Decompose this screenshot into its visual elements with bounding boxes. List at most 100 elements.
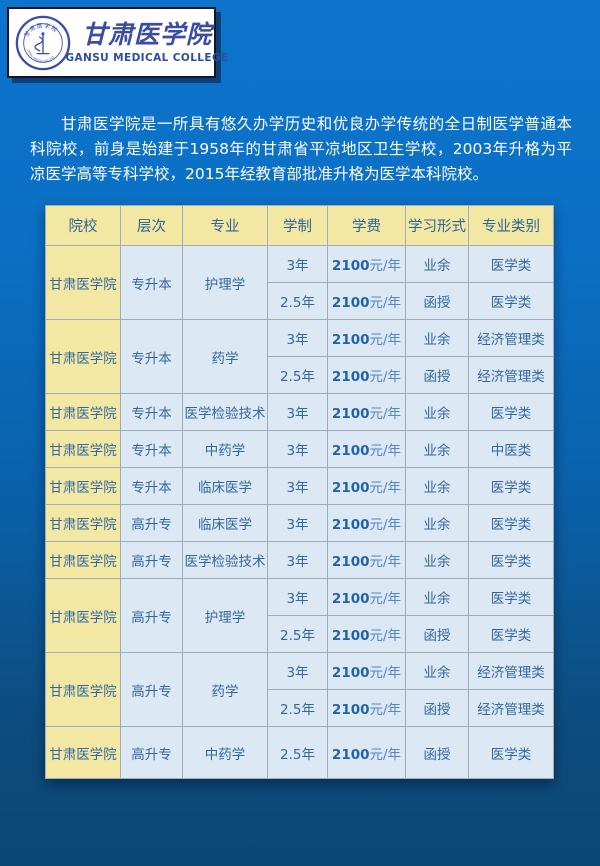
duration-cell: 3年 xyxy=(267,578,328,616)
duration-cell: 3年 xyxy=(267,541,328,579)
tuition-cell: 2100元/年 xyxy=(327,430,406,468)
column-header: 学费 xyxy=(327,205,406,246)
college-seal-icon: 甘肃医学院 GANSU MEDICAL COLLEGE xyxy=(15,15,71,70)
table-row: 2.5年 2100元/年 函授 医学类 xyxy=(46,615,554,653)
duration-cell: 2.5年 xyxy=(267,356,328,394)
tuition-cell: 2100元/年 xyxy=(327,504,406,542)
level-cell: 高升专 xyxy=(120,726,183,779)
major-cell: 药学 xyxy=(182,319,268,394)
study-format-cell: 函授 xyxy=(405,615,469,653)
tuition-cell: 2100元/年 xyxy=(327,282,406,320)
college-logo-box: 甘肃医学院 GANSU MEDICAL COLLEGE 甘肃医学院 GANSU … xyxy=(7,7,228,78)
study-format-cell: 业余 xyxy=(405,319,469,357)
study-format-cell: 业余 xyxy=(405,430,469,468)
table-row: 甘肃医学院 专升本 护理学 3年 2100元/年 业余 医学类 xyxy=(45,245,554,320)
duration-cell: 2.5年 xyxy=(267,726,328,779)
level-cell: 专升本 xyxy=(120,393,183,431)
tuition-cell: 2100元/年 xyxy=(327,245,406,283)
major-cell: 中药学 xyxy=(182,726,268,779)
table-row: 甘肃医学院 专升本 医学检验技术 3年 2100元/年 业余 医学类 xyxy=(45,393,554,431)
column-header: 专业类别 xyxy=(468,205,554,246)
level-cell: 专升本 xyxy=(120,245,183,320)
column-header: 专业 xyxy=(182,205,268,246)
tuition-cell: 2100元/年 xyxy=(327,689,406,727)
college-cell: 甘肃医学院 xyxy=(45,393,121,431)
duration-cell: 2.5年 xyxy=(267,615,328,653)
column-header: 院校 xyxy=(45,205,121,246)
study-format-cell: 业余 xyxy=(405,652,469,690)
study-format-cell: 业余 xyxy=(405,393,469,431)
duration-cell: 3年 xyxy=(267,319,328,357)
category-cell: 经济管理类 xyxy=(468,319,554,357)
programs-table: 院校 层次 专业 学制 学费 学习形式 专业类别 甘肃医学院 专升本 护理学 3年 2100元/年业… xyxy=(45,205,554,779)
duration-cell: 3年 xyxy=(267,393,328,431)
duration-cell: 2.5年 xyxy=(267,282,328,320)
category-cell: 医学类 xyxy=(468,578,554,616)
tuition-cell: 2100元/年 xyxy=(327,652,406,690)
college-cell: 甘肃医学院 xyxy=(45,726,121,779)
table-row: 甘肃医学院 专升本 中药学 3年 2100元/年 业余 中医类 xyxy=(45,430,554,468)
college-cell: 甘肃医学院 xyxy=(45,541,121,579)
college-cell: 甘肃医学院 xyxy=(45,319,121,394)
study-format-cell: 函授 xyxy=(405,282,469,320)
major-cell: 医学检验技术 xyxy=(182,393,268,431)
duration-cell: 3年 xyxy=(267,245,328,283)
tuition-cell: 2100元/年 xyxy=(327,356,406,394)
level-cell: 高升专 xyxy=(120,652,183,727)
duration-cell: 3年 xyxy=(267,504,328,542)
table-row: 甘肃医学院 高升专 药学 3年 2100元/年 业余 经济管理类 xyxy=(45,652,554,727)
college-cell: 甘肃医学院 xyxy=(45,245,121,320)
study-format-cell: 函授 xyxy=(405,356,469,394)
table-row: 2.5年 2100元/年 函授 经济管理类 xyxy=(46,356,554,394)
tuition-cell: 2100元/年 xyxy=(327,726,406,779)
category-cell: 经济管理类 xyxy=(468,356,554,394)
study-format-cell: 函授 xyxy=(405,689,469,727)
major-cell: 护理学 xyxy=(182,245,268,320)
major-cell: 医学检验技术 xyxy=(182,541,268,579)
tuition-cell: 2100元/年 xyxy=(327,393,406,431)
programs-table-wrap: 院校 层次 专业 学制 学费 学习形式 专业类别 甘肃医学院 专升本 护理学 3年 2100元/年业… xyxy=(45,205,554,779)
study-format-cell: 业余 xyxy=(405,504,469,542)
category-cell: 经济管理类 xyxy=(468,689,554,727)
intro-paragraph: 甘肃医学院是一所具有悠久办学历史和优良办学传统的全日制医学普通本科院校，前身是始… xyxy=(30,115,572,184)
major-cell: 护理学 xyxy=(182,578,268,653)
table-row: 甘肃医学院 高升专 医学检验技术 3年 2100元/年 业余 医学类 xyxy=(45,541,554,579)
tuition-cell: 2100元/年 xyxy=(327,578,406,616)
major-cell: 中药学 xyxy=(182,430,268,468)
study-format-cell: 函授 xyxy=(405,726,469,779)
category-cell: 中医类 xyxy=(468,430,554,468)
college-cell: 甘肃医学院 xyxy=(45,467,121,505)
tuition-cell: 2100元/年 xyxy=(327,467,406,505)
level-cell: 高升专 xyxy=(120,541,183,579)
programs-table-body: 甘肃医学院 专升本 护理学 3年 2100元/年 业余 医学类 2.5年 2100元/年 函授 医学… xyxy=(45,245,554,779)
column-header: 学习形式 xyxy=(405,205,469,246)
college-name-en: GANSU MEDICAL COLLEGE xyxy=(65,51,229,64)
duration-cell: 2.5年 xyxy=(267,689,328,727)
tuition-cell: 2100元/年 xyxy=(327,541,406,579)
major-cell: 临床医学 xyxy=(182,504,268,542)
category-cell: 医学类 xyxy=(468,726,554,779)
duration-cell: 3年 xyxy=(267,467,328,505)
table-header-row: 院校 层次 专业 学制 学费 学习形式 专业类别 xyxy=(45,205,554,246)
tuition-cell: 2100元/年 xyxy=(327,319,406,357)
college-cell: 甘肃医学院 xyxy=(45,504,121,542)
college-logo-text: 甘肃医学院 GANSU MEDICAL COLLEGE xyxy=(65,20,228,64)
category-cell: 医学类 xyxy=(468,245,554,283)
category-cell: 医学类 xyxy=(468,467,554,505)
table-row: 甘肃医学院 专升本 药学 3年 2100元/年 业余 经济管理类 xyxy=(45,319,554,394)
table-row: 2.5年 2100元/年 函授 经济管理类 xyxy=(46,689,554,727)
level-cell: 专升本 xyxy=(120,430,183,468)
category-cell: 医学类 xyxy=(468,393,554,431)
college-name-zh: 甘肃医学院 xyxy=(81,20,212,50)
major-cell: 临床医学 xyxy=(182,467,268,505)
level-cell: 高升专 xyxy=(120,578,183,653)
study-format-cell: 业余 xyxy=(405,467,469,505)
study-format-cell: 业余 xyxy=(405,541,469,579)
category-cell: 经济管理类 xyxy=(468,652,554,690)
table-row: 甘肃医学院 高升专 护理学 3年 2100元/年 业余 医学类 xyxy=(45,578,554,653)
study-format-cell: 业余 xyxy=(405,578,469,616)
category-cell: 医学类 xyxy=(468,615,554,653)
major-cell: 药学 xyxy=(182,652,268,727)
table-row: 甘肃医学院 高升专 中药学 2.5年 2100元/年 函授 医学类 xyxy=(45,726,554,779)
